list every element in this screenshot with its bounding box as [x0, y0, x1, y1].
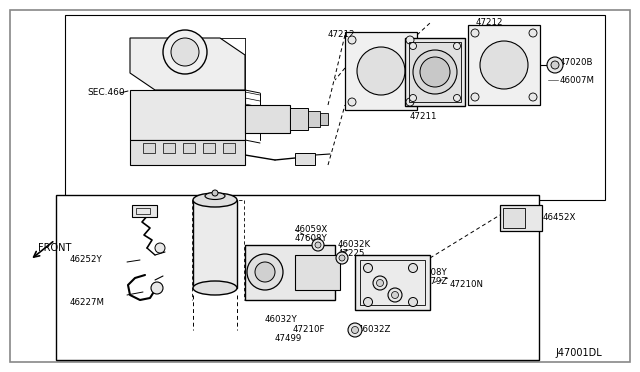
Circle shape — [471, 29, 479, 37]
Text: J47001DL: J47001DL — [555, 348, 602, 358]
Circle shape — [388, 288, 402, 302]
Text: 46252Y: 46252Y — [70, 255, 103, 264]
Circle shape — [408, 298, 417, 307]
Circle shape — [212, 190, 218, 196]
Bar — [163, 143, 175, 153]
Circle shape — [529, 29, 537, 37]
Bar — [345, 32, 417, 110]
Text: 47211: 47211 — [410, 112, 438, 121]
Bar — [65, 15, 605, 200]
Bar — [503, 208, 525, 228]
Circle shape — [471, 93, 479, 101]
Circle shape — [163, 30, 207, 74]
Circle shape — [547, 57, 563, 73]
Ellipse shape — [193, 193, 237, 207]
Circle shape — [410, 42, 417, 49]
Bar — [320, 113, 328, 125]
Text: 47608Y: 47608Y — [295, 234, 328, 243]
Text: 47210N: 47210N — [450, 280, 484, 289]
Circle shape — [406, 36, 414, 44]
Text: 47020B: 47020B — [560, 58, 593, 67]
Circle shape — [151, 282, 163, 294]
Bar — [245, 245, 335, 300]
Text: 47225: 47225 — [338, 249, 365, 258]
Bar — [308, 111, 320, 127]
Bar — [295, 255, 340, 290]
Text: 46007M: 46007M — [560, 76, 595, 84]
Bar — [56, 195, 539, 360]
Circle shape — [373, 276, 387, 290]
Circle shape — [420, 57, 450, 87]
Circle shape — [348, 36, 356, 44]
Text: 47210F: 47210F — [293, 325, 326, 334]
Circle shape — [551, 61, 559, 69]
Circle shape — [406, 98, 414, 106]
Circle shape — [454, 94, 461, 102]
Text: 47608Y: 47608Y — [415, 268, 448, 277]
Text: 46032Z: 46032Z — [358, 325, 392, 334]
Ellipse shape — [205, 192, 225, 199]
Text: SEC.460: SEC.460 — [87, 88, 125, 97]
Bar — [468, 25, 540, 105]
Ellipse shape — [193, 281, 237, 295]
Text: 46059X: 46059X — [295, 225, 328, 234]
Circle shape — [413, 50, 457, 94]
Circle shape — [357, 47, 405, 95]
Circle shape — [348, 98, 356, 106]
Circle shape — [247, 254, 283, 290]
Bar — [405, 38, 465, 106]
Bar — [245, 105, 290, 133]
Circle shape — [348, 323, 362, 337]
Text: 46452X: 46452X — [543, 213, 577, 222]
Bar — [290, 108, 308, 130]
Bar — [295, 153, 315, 165]
Circle shape — [351, 327, 358, 334]
Circle shape — [155, 243, 165, 253]
Circle shape — [410, 94, 417, 102]
Bar — [223, 143, 235, 153]
Circle shape — [255, 262, 275, 282]
Polygon shape — [130, 90, 245, 140]
Bar — [132, 205, 157, 217]
Bar — [143, 143, 155, 153]
Circle shape — [171, 38, 199, 66]
Text: 46227M: 46227M — [70, 298, 105, 307]
Circle shape — [480, 41, 528, 89]
Bar — [183, 143, 195, 153]
Circle shape — [364, 298, 372, 307]
Circle shape — [339, 255, 345, 261]
Polygon shape — [130, 38, 245, 90]
Polygon shape — [130, 140, 245, 165]
Text: 46032K: 46032K — [338, 240, 371, 249]
Circle shape — [364, 263, 372, 273]
Circle shape — [392, 292, 399, 298]
Text: 47212: 47212 — [328, 30, 355, 39]
Text: 47212: 47212 — [476, 18, 504, 27]
Bar — [193, 200, 237, 288]
Text: FRONT: FRONT — [38, 243, 72, 253]
Text: 47499: 47499 — [275, 334, 302, 343]
Circle shape — [376, 279, 383, 286]
Circle shape — [336, 252, 348, 264]
Bar — [203, 143, 215, 153]
Circle shape — [312, 239, 324, 251]
Bar — [409, 42, 461, 102]
Bar — [355, 255, 430, 310]
Bar — [360, 260, 425, 305]
Circle shape — [529, 93, 537, 101]
Bar — [136, 208, 150, 214]
Circle shape — [315, 242, 321, 248]
Text: 46032Y: 46032Y — [265, 315, 298, 324]
Circle shape — [454, 42, 461, 49]
Bar — [500, 205, 542, 231]
Text: 47479Z: 47479Z — [415, 277, 448, 286]
Circle shape — [408, 263, 417, 273]
